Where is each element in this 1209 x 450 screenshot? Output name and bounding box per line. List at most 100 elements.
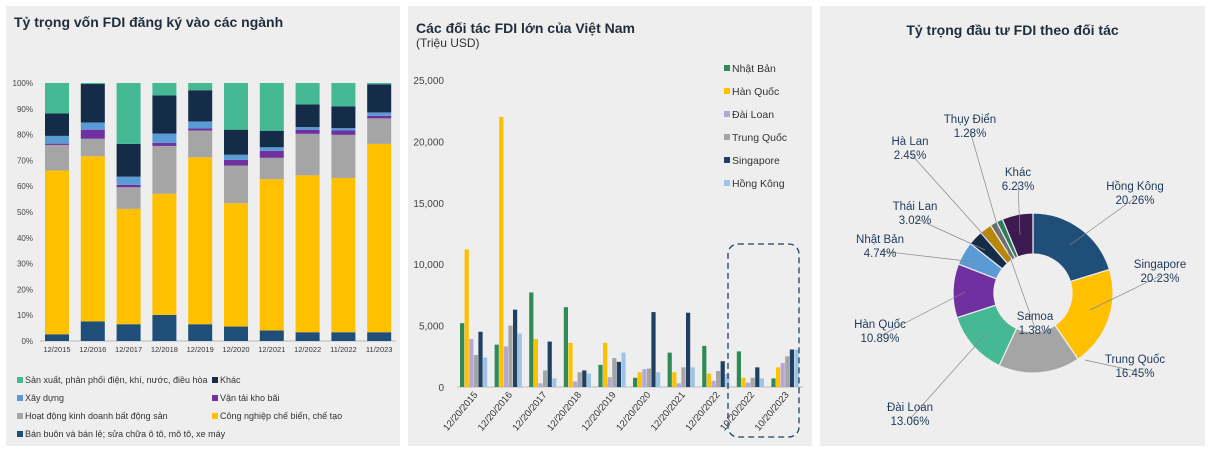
y-tick-label: 90% [17, 105, 33, 114]
x-tick-label: 11/2022 [330, 345, 357, 354]
donut-slice [1001, 212, 1034, 258]
bar [483, 357, 488, 387]
legend-label: Khác [220, 375, 241, 385]
slice-value: 1.38% [1019, 325, 1052, 337]
legend-label: Hoạt động kinh doanh bất động sản [25, 411, 168, 421]
bar [603, 342, 608, 387]
bar-segment [188, 324, 213, 341]
y-tick-label: 80% [17, 131, 33, 140]
bar [785, 356, 790, 387]
bar [686, 312, 691, 387]
bar [716, 371, 721, 387]
y-tick-label: 10,000 [413, 260, 444, 271]
bar-segment [116, 208, 141, 325]
bar-segment [116, 83, 141, 144]
bar [789, 349, 794, 387]
partner-chart-title: Các đối tác FDI lớn của Việt Nam [416, 20, 635, 36]
share-chart-title: Tỷ trọng đầu tư FDI theo đối tác [906, 22, 1119, 38]
bar [746, 382, 751, 387]
leader-line [969, 130, 1001, 236]
legend-label: Công nghiệp chế biến, chế tạo [220, 411, 343, 421]
bar [736, 351, 741, 387]
bar-segment [80, 122, 105, 130]
bar-segment [152, 133, 177, 143]
x-tick-label: 12/20/2022 [684, 390, 723, 433]
bar-segment [331, 106, 356, 129]
bar-segment [224, 83, 248, 130]
legend-item: Hoạt động kinh doanh bất động sản [17, 411, 168, 421]
bar-segment [331, 134, 356, 178]
legend-item: Xây dựng [17, 393, 64, 403]
bar-segment [259, 157, 284, 180]
bar-segment [259, 150, 284, 158]
partner-chart-unit: (Triệu USD) [416, 36, 480, 50]
bar-segment [116, 176, 141, 185]
legend-label: Nhật Bản [732, 63, 776, 75]
x-tick-label: 12/2016 [79, 345, 106, 354]
x-tick-label: 12/2022 [294, 345, 321, 354]
legend-swatch [17, 413, 23, 419]
bar [755, 367, 760, 387]
bar-segment [259, 330, 284, 341]
bar-segment [367, 115, 392, 119]
slice-label: Thái Lan [893, 201, 938, 213]
slice-value: 16.45% [1115, 368, 1154, 380]
slice-label: Khác [1005, 167, 1031, 179]
x-tick-label: 12/20/2020 [614, 390, 653, 433]
legend-swatch [724, 88, 730, 94]
legend-swatch [724, 134, 730, 140]
bar-segment [80, 129, 105, 139]
bar-segment [45, 170, 69, 335]
bar-segment [295, 332, 320, 341]
bar-segment [45, 334, 69, 341]
y-tick-label: 15,000 [413, 199, 444, 210]
y-tick-label: 25,000 [413, 76, 444, 87]
y-tick-label: 40% [17, 234, 33, 243]
x-tick-label: 10/20/2023 [753, 390, 792, 433]
bar-segment [259, 147, 284, 151]
bar-segment [259, 179, 284, 331]
slice-value: 20.23% [1140, 273, 1179, 285]
bar-segment [188, 157, 213, 325]
bar-segment [45, 83, 69, 114]
bar [552, 378, 557, 387]
slice-value: 2.45% [894, 150, 927, 162]
legend-label: Đài Loan [732, 109, 774, 121]
bar [776, 367, 781, 387]
bar [621, 352, 626, 387]
y-tick-label: 0 [438, 383, 444, 394]
bar-segment [295, 83, 320, 105]
bar [543, 370, 548, 387]
leader-line [1069, 197, 1136, 246]
bar [473, 355, 478, 387]
bar [725, 374, 730, 387]
legend-label: Vận tải kho bãi [220, 393, 280, 403]
x-tick-label: 12/2017 [115, 345, 142, 354]
bar-segment [295, 133, 320, 176]
y-tick-label: 5,000 [419, 322, 444, 333]
legend-swatch [724, 157, 730, 163]
y-tick-label: 100% [13, 79, 33, 88]
bar-segment [224, 326, 248, 341]
bar [563, 307, 568, 387]
bar-segment [331, 83, 356, 107]
bar-segment [259, 83, 284, 131]
bar-segment [152, 83, 177, 96]
bar-segment [116, 184, 141, 188]
bar-segment [331, 130, 356, 135]
x-tick-label: 12/20/2015 [441, 390, 480, 433]
bar-segment [80, 156, 105, 322]
bar [780, 363, 785, 387]
bar [690, 367, 695, 387]
bar-segment [367, 332, 392, 341]
slice-label: Đài Loan [887, 402, 933, 414]
bar-segment [224, 159, 248, 166]
bar [646, 368, 651, 387]
leader-line [1089, 275, 1161, 311]
y-tick-label: 20% [17, 285, 33, 294]
slice-value: 3.02% [899, 215, 932, 227]
legend-label: Hàn Quốc [732, 86, 779, 98]
x-tick-label: 12/2019 [187, 345, 214, 354]
slice-value: 13.06% [890, 416, 929, 428]
slice-value: 1.28% [954, 128, 987, 140]
